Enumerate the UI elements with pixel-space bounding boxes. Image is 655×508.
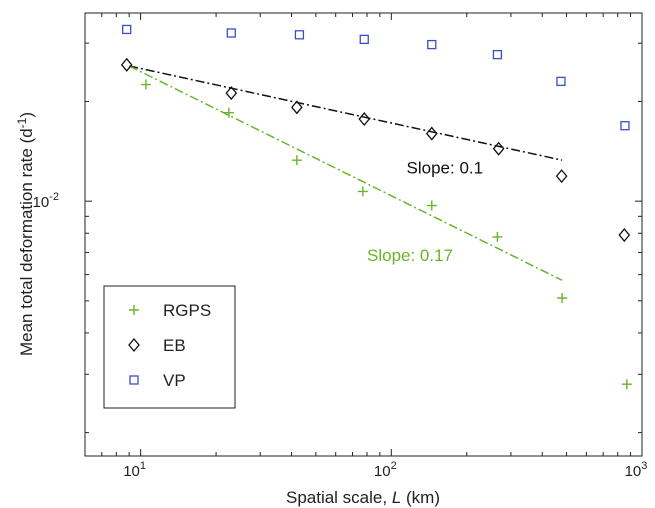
series-eb xyxy=(120,57,631,243)
legend-label-eb: EB xyxy=(163,336,186,355)
x-axis-label: Spatial scale, L (km) xyxy=(286,488,440,507)
series-rgps xyxy=(140,79,632,390)
y-tick-label: 10-2 xyxy=(33,191,59,211)
point-eb xyxy=(120,57,133,72)
x-tick-label: 101 xyxy=(123,460,146,480)
point-vp xyxy=(556,76,566,87)
series-vp xyxy=(122,24,630,131)
x-axis-ticks: 101 102 103 xyxy=(84,13,648,480)
fit-lines xyxy=(128,65,563,281)
fit-label-eb: Slope: 0.1 xyxy=(407,159,484,178)
point-rgps xyxy=(140,79,151,90)
fit-label-rgps: Slope: 0.17 xyxy=(367,246,453,265)
point-rgps xyxy=(426,200,437,211)
legend: RGPS EB VP xyxy=(103,285,236,409)
fit-line xyxy=(128,65,563,161)
point-rgps xyxy=(291,155,302,166)
point-vp xyxy=(122,24,132,35)
point-eb xyxy=(618,228,631,243)
point-eb xyxy=(425,126,438,141)
y-axis-label: Mean total deformation rate (d-1) xyxy=(15,112,36,356)
data-points xyxy=(120,24,632,390)
point-vp xyxy=(226,28,236,38)
point-rgps xyxy=(621,379,632,390)
point-rgps xyxy=(557,293,568,303)
point-eb xyxy=(492,141,505,156)
point-rgps xyxy=(357,186,368,197)
y-axis-ticks: 10-2 xyxy=(33,42,642,434)
legend-marker-eb xyxy=(128,337,140,353)
point-rgps xyxy=(223,107,234,118)
legend-marker-rgps xyxy=(129,305,139,315)
legend-label-rgps: RGPS xyxy=(163,301,211,320)
legend-symbol-vp xyxy=(129,375,139,385)
point-eb xyxy=(358,112,371,127)
legend-symbol-eb xyxy=(128,337,140,353)
point-vp xyxy=(620,121,630,131)
legend-label-vp: VP xyxy=(163,371,186,390)
point-eb xyxy=(291,100,303,115)
point-vp xyxy=(359,34,369,45)
point-vp xyxy=(294,30,305,40)
point-eb xyxy=(225,86,238,101)
fit-line xyxy=(128,65,563,281)
point-vp xyxy=(492,49,503,60)
point-vp xyxy=(427,39,437,50)
x-tick-label: 103 xyxy=(625,460,648,480)
point-rgps xyxy=(492,231,503,242)
legend-marker-vp xyxy=(129,375,139,385)
legend-symbol-rgps xyxy=(129,305,139,315)
legend-box xyxy=(103,285,236,409)
x-tick-label: 102 xyxy=(374,460,397,480)
point-eb xyxy=(555,169,568,184)
